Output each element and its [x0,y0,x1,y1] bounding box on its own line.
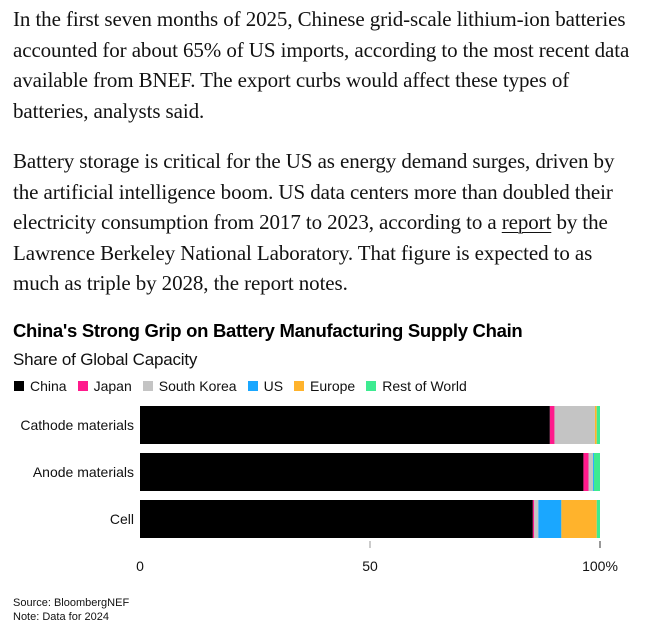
legend-item-japan: Japan [77,378,132,394]
category-label-anode-materials: Anode materials [33,464,134,480]
legend-swatch-china [14,381,24,391]
chart-note: Note: Data for 2024 [13,611,110,623]
legend-item-china: China [14,378,67,394]
bar-segment-anode-materials-rest-of-world [594,453,600,491]
bar-segment-cell-south-korea [534,500,539,538]
legend-item-south-korea: South Korea [142,378,237,394]
chart-source: Source: BloombergNEF [13,597,130,609]
legend-swatch-us [247,381,258,391]
article-paragraph-2: Battery storage is critical for the US a… [13,146,638,299]
paragraph-2-text-start: Battery storage is critical for the US a… [13,149,615,234]
bar-segment-cathode-materials-europe [594,406,597,444]
bar-segment-cathode-materials-south-korea [554,406,595,444]
chart-legend: China Japan South Korea US Europe Rest of Wor… [14,378,478,394]
report-link[interactable]: report [501,210,552,234]
legend-label: Japan [93,378,132,394]
legend-item-us: US [247,378,284,394]
bar-segment-cell-us [538,500,562,538]
bar-segment-anode-materials-china [140,453,584,491]
legend-item-rest-of-world: Rest of World [366,378,467,394]
bar-segment-cell-rest-of-world [596,500,600,538]
paragraph-2-text-end: by the Lawrence Berkeley National Labora… [13,210,608,295]
bar-segment-anode-materials-japan [583,453,589,491]
category-label-cell: Cell [110,511,134,527]
category-label-cathode-materials: Cathode materials [20,417,134,433]
bar-segment-cell-china [140,500,533,538]
paragraph-1-text: In the first seven months of 2025, Chine… [13,7,630,123]
legend-swatch-rest-of-world [366,381,377,391]
x-tick-label: 100% [582,558,618,574]
bar-segment-anode-materials-us [593,453,595,491]
legend-label: South Korea [158,378,237,394]
legend-swatch-europe [294,381,305,391]
bar-segment-anode-materials-south-korea [588,453,594,491]
bar-segment-cathode-materials-china [140,406,550,444]
bar-segment-cell-europe [561,500,597,538]
legend-label: Rest of World [382,378,467,394]
legend-label: US [263,378,284,394]
chart-subtitle: Share of Global Capacity [13,350,198,369]
legend-label: Europe [310,378,356,394]
bar-segment-cell-japan [532,500,535,538]
chart-title: China's Strong Grip on Battery Manufactu… [13,320,523,341]
legend-swatch-japan [77,381,88,391]
article-paragraph-1: In the first seven months of 2025, Chine… [13,4,638,126]
legend-item-europe: Europe [294,378,355,394]
legend-label: China [30,378,67,394]
legend-swatch-south-korea [142,381,153,391]
bar-segment-cathode-materials-rest-of-world [596,406,600,444]
bar-segment-cathode-materials-japan [549,406,555,444]
x-tick-label: 50 [362,558,378,574]
x-tick-label: 0 [136,558,144,574]
